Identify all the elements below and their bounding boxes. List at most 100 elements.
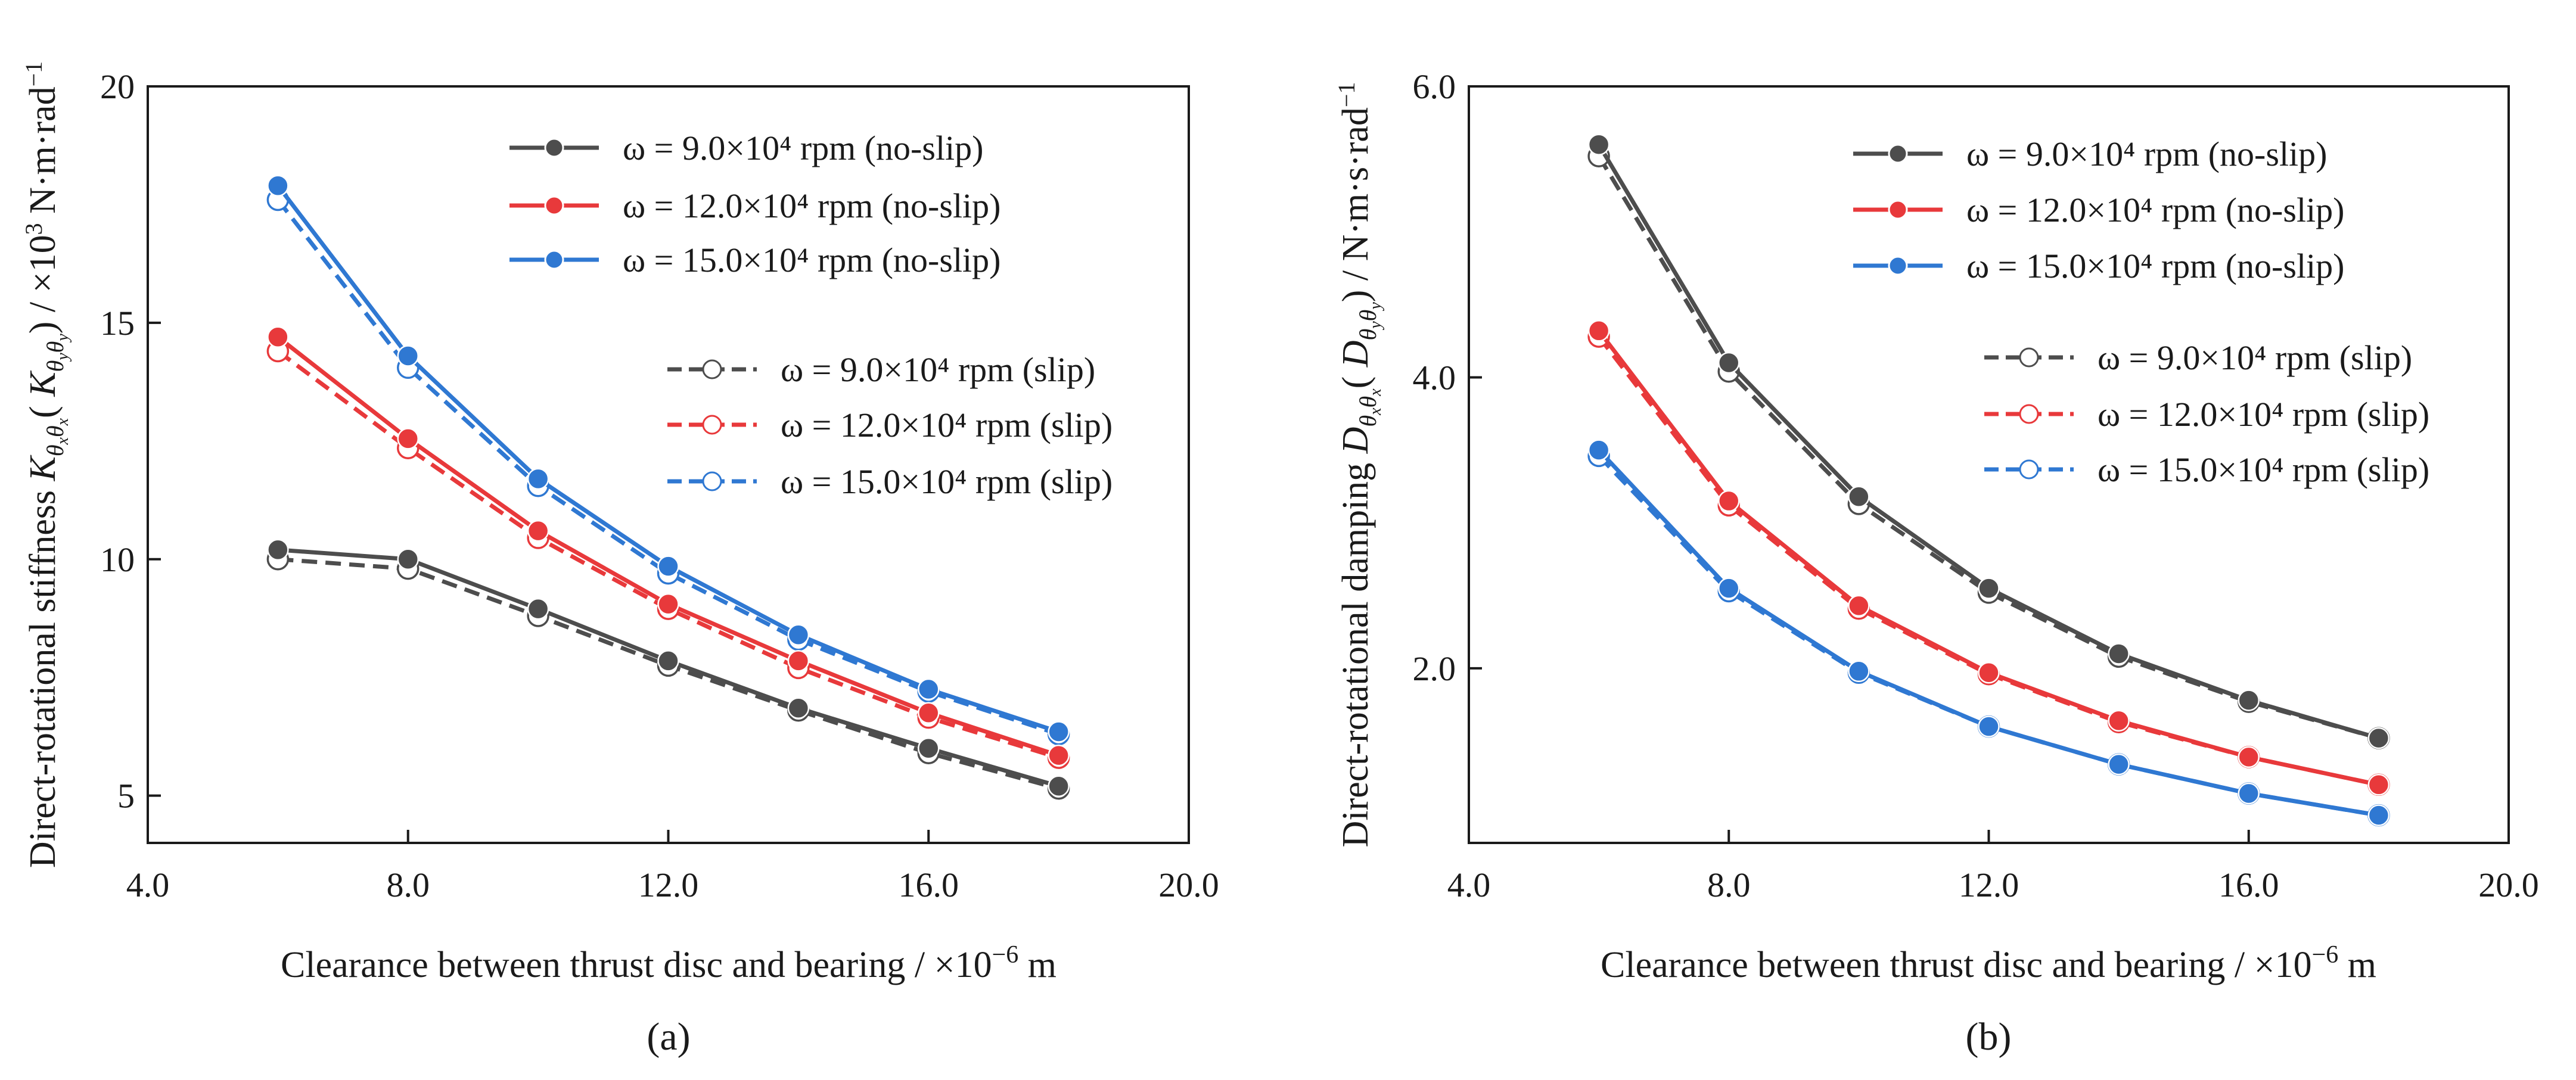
data-point: [2367, 727, 2390, 749]
data-point: [657, 555, 679, 577]
data-point: [397, 345, 419, 367]
panel-label: (a): [647, 1015, 690, 1059]
legend-marker: [702, 471, 722, 491]
data-point: [527, 519, 549, 542]
data-point: [2367, 774, 2390, 796]
x-tick-label: 8.0: [1707, 866, 1751, 904]
legend-marker: [2019, 404, 2039, 424]
data-point: [527, 468, 549, 490]
data-point: [1848, 595, 1870, 617]
series-line: [1597, 155, 2379, 740]
y-axis-label: Direct-rotational damping Dθxθx( Dθyθy) …: [1333, 82, 1385, 848]
data-point: [267, 326, 289, 348]
x-tick-label: 4.0: [1447, 866, 1491, 904]
x-axis-label: Clearance between thrust disc and bearin…: [1601, 941, 2376, 985]
data-point: [1587, 439, 1610, 461]
data-point: [397, 548, 419, 570]
legend: ω = 9.0×10⁴ rpm (no-slip) ω = 12.0×10⁴ rp…: [1853, 135, 2429, 489]
y-tick-label: 5: [117, 777, 135, 816]
legend-label: ω = 15.0×10⁴ rpm (no-slip): [1966, 247, 2345, 285]
x-axis-label: Clearance between thrust disc and bearin…: [281, 941, 1056, 985]
data-point: [2108, 753, 2130, 776]
y-tick-label: 2.0: [1413, 649, 1456, 688]
legend-label: ω = 15.0×10⁴ rpm (slip): [781, 462, 1113, 501]
x-tick-label: 12.0: [1959, 866, 2019, 904]
panel-label: (b): [1966, 1015, 2012, 1059]
series-plot: [266, 175, 1070, 800]
y-axis-label: Direct-rotational stiffness Kθxθx( Kθyθy…: [20, 61, 72, 868]
legend-label: ω = 9.0×10⁴ rpm (no-slip): [1966, 135, 2328, 173]
legend-marker: [702, 359, 722, 379]
x-tick-label: 12.0: [638, 866, 699, 904]
data-point: [2238, 746, 2260, 768]
data-point: [1048, 775, 1070, 797]
data-point: [2238, 782, 2260, 805]
x-tick-label: 8.0: [387, 866, 430, 904]
legend-marker: [2019, 347, 2039, 368]
data-point: [787, 650, 810, 672]
y-tick-label: 6.0: [1413, 67, 1456, 106]
data-point: [918, 737, 940, 760]
data-point: [2367, 804, 2390, 826]
data-point: [1718, 351, 1740, 374]
series-line: [1597, 143, 2379, 740]
series-plot: [1587, 133, 2390, 827]
data-point: [1048, 744, 1070, 767]
data-point: [1718, 490, 1740, 512]
x-tick-label: 16.0: [2218, 866, 2279, 904]
legend-label: ω = 15.0×10⁴ rpm (slip): [2098, 450, 2429, 489]
legend-label: ω = 12.0×10⁴ rpm (no-slip): [1966, 191, 2345, 229]
y-tick-label: 20: [100, 67, 135, 106]
data-point: [1718, 577, 1740, 599]
damping-chart-panel: 4.0 8.0 12.0 16.0 20.0 2.0 4.0 6.0 Direct-rotat…: [1333, 67, 2539, 1059]
x-tick-label: 4.0: [126, 866, 170, 904]
data-point: [2238, 689, 2260, 711]
data-point: [527, 597, 549, 620]
data-point: [267, 539, 289, 561]
data-point: [1978, 715, 2000, 737]
legend-label: ω = 9.0×10⁴ rpm (no-slip): [623, 129, 984, 167]
legend-marker: [2019, 459, 2039, 480]
axis-ticks: 4.0 8.0 12.0 16.0 20.0 5 10 15 20: [100, 67, 1219, 904]
legend-marker: [544, 250, 564, 270]
data-point: [657, 593, 679, 615]
legend: ω = 9.0×10⁴ rpm (no-slip) ω = 12.0×10⁴ rp…: [509, 129, 1113, 501]
data-point: [2108, 643, 2130, 665]
legend-label: ω = 12.0×10⁴ rpm (slip): [781, 406, 1113, 444]
legend-marker: [1888, 144, 1908, 164]
legend-marker: [544, 138, 564, 158]
legend-label: ω = 9.0×10⁴ rpm (slip): [2098, 338, 2412, 377]
y-tick-label: 4.0: [1413, 358, 1456, 397]
data-point: [1048, 721, 1070, 743]
data-point: [787, 697, 810, 720]
data-point: [267, 175, 289, 197]
x-tick-label: 20.0: [1158, 866, 1219, 904]
data-point: [1587, 320, 1610, 342]
x-tick-label: 20.0: [2478, 866, 2539, 904]
legend-marker: [1888, 256, 1908, 276]
legend-marker: [1888, 200, 1908, 220]
data-point: [918, 702, 940, 724]
legend-label: ω = 9.0×10⁴ rpm (slip): [781, 350, 1095, 389]
legend-marker: [702, 415, 722, 435]
legend-label: ω = 12.0×10⁴ rpm (slip): [2098, 395, 2429, 434]
data-point: [1848, 660, 1870, 683]
data-point: [397, 428, 419, 450]
legend-label: ω = 15.0×10⁴ rpm (no-slip): [623, 241, 1001, 279]
data-point: [918, 678, 940, 701]
data-point: [1587, 133, 1610, 155]
stiffness-chart-panel: 4.0 8.0 12.0 16.0 20.0 5 10 15 20 Direct-rotatio…: [20, 61, 1219, 1059]
y-tick-label: 10: [100, 540, 135, 579]
data-point: [1978, 577, 2000, 599]
y-tick-label: 15: [100, 304, 135, 343]
data-point: [657, 650, 679, 672]
legend-marker: [544, 195, 564, 216]
axis-ticks: 4.0 8.0 12.0 16.0 20.0 2.0 4.0 6.0: [1413, 67, 2539, 904]
data-point: [1978, 662, 2000, 684]
legend-label: ω = 12.0×10⁴ rpm (no-slip): [623, 186, 1001, 225]
x-tick-label: 16.0: [899, 866, 959, 904]
data-point: [787, 624, 810, 646]
data-point: [2108, 709, 2130, 732]
data-point: [1848, 485, 1870, 508]
